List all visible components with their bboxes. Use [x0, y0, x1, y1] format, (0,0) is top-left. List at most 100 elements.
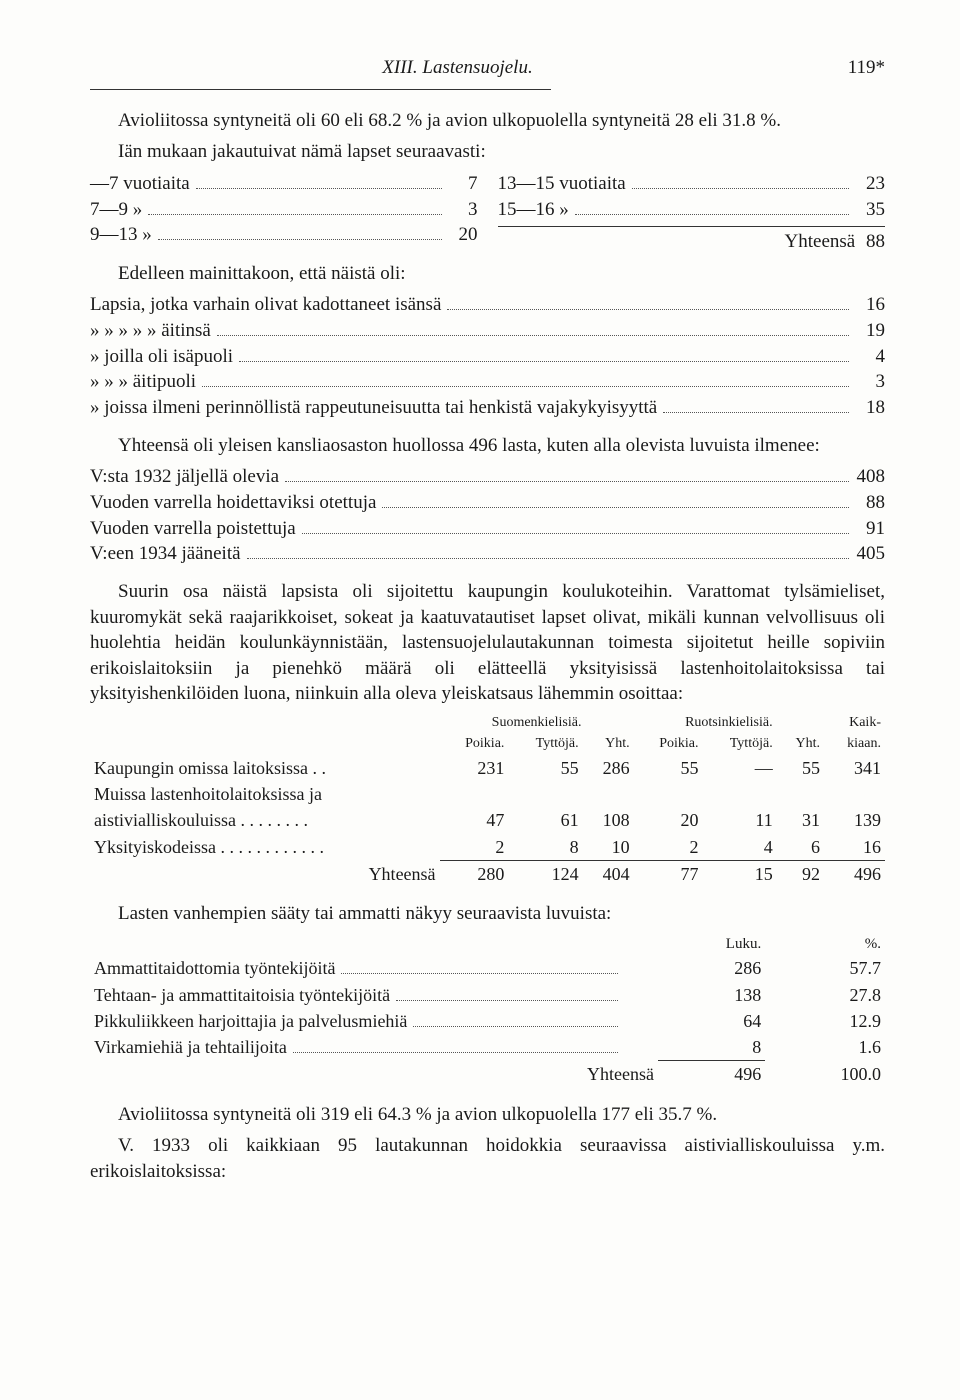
item-label: V:sta 1932 jäljellä olevia	[90, 464, 279, 490]
item-label: 13—15 vuotiaita	[498, 171, 626, 197]
row-label: Virkamiehiä ja tehtailijoita	[90, 1034, 658, 1061]
total-cell: 100.0	[765, 1061, 885, 1088]
table-row: Muissa lastenhoitolaitoksissa ja	[90, 781, 885, 807]
item-value: 408	[855, 464, 885, 490]
leader-dots	[202, 371, 849, 387]
row-label: Pikkuliikkeen harjoittajia ja palvelusmi…	[90, 1008, 658, 1034]
table-row: Ammattitaidottomia työntekijöitä28657.7	[90, 955, 885, 981]
leader-dots	[158, 224, 442, 240]
table-cell: 64	[658, 1008, 765, 1034]
item-label: Ammattitaidottomia työntekijöitä	[94, 956, 335, 980]
table-cell: 20	[634, 807, 703, 833]
table-cell	[440, 781, 509, 807]
total-cell: 124	[508, 861, 582, 888]
leader-dots	[575, 198, 849, 214]
row-label: Ammattitaidottomia työntekijöitä	[90, 955, 658, 981]
table-cell: 27.8	[765, 982, 885, 1008]
total-cell: 15	[702, 861, 776, 888]
item-label: » » » » » äitinsä	[90, 318, 211, 344]
page-number: 119*	[825, 55, 885, 81]
age-distribution: —7 vuotiaita77—9 »39—13 »20 13—15 vuotia…	[90, 171, 885, 255]
table-cell: 138	[658, 982, 765, 1008]
list-item: Virkamiehiä ja tehtailijoita	[94, 1035, 654, 1059]
leader-dots	[196, 173, 442, 189]
list-item: Vuoden varrella hoidettaviksi otettuja88	[90, 490, 885, 516]
table-cell: 341	[824, 755, 885, 781]
table-cell: 57.7	[765, 955, 885, 981]
table-cell: 6	[777, 834, 824, 861]
list-item: Pikkuliikkeen harjoittajia ja palvelusmi…	[94, 1009, 654, 1033]
item-label: V:een 1934 jääneitä	[90, 541, 241, 567]
item-label: 7—9 »	[90, 197, 142, 223]
item-value: 3	[448, 197, 478, 223]
list-item: » » » äitipuoli3	[90, 369, 885, 395]
paragraph-3: Edelleen mainittakoon, että näistä oli:	[90, 261, 885, 287]
leader-dots	[632, 173, 849, 189]
table-cell: 10	[583, 834, 634, 861]
leader-dots	[447, 294, 849, 310]
table-cell: 16	[824, 834, 885, 861]
table-cell	[634, 781, 703, 807]
list-item: » joilla oli isäpuoli 4	[90, 344, 885, 370]
list-item: Vuoden varrella poistettuja91	[90, 516, 885, 542]
header-title: XIII. Lastensuojelu.	[90, 55, 825, 81]
list-item: » » » » » äitinsä19	[90, 318, 885, 344]
table-cell: 11	[702, 807, 776, 833]
leader-dots	[302, 517, 849, 533]
age-right-column: 13—15 vuotiaita2315—16 »35 Yhteensä 88	[498, 171, 886, 255]
total-label: Yhteensä	[90, 861, 440, 888]
item-value: 4	[855, 344, 885, 370]
care-list: V:sta 1932 jäljellä olevia408Vuoden varr…	[90, 464, 885, 567]
item-label: 15—16 »	[498, 197, 569, 223]
item-label: » joilla oli isäpuoli	[90, 344, 233, 370]
row-label: Muissa lastenhoitolaitoksissa ja	[90, 781, 440, 807]
row-label: Yksityiskodeissa . . . . . . . . . . . .	[90, 834, 440, 861]
row-label: Kaupungin omissa laitoksissa . .	[90, 755, 440, 781]
leader-dots	[396, 985, 618, 1000]
item-label: Tehtaan- ja ammattitaitoisia työntekijöi…	[94, 983, 390, 1007]
row-label: Tehtaan- ja ammattitaitoisia työntekijöi…	[90, 982, 658, 1008]
list-item: 13—15 vuotiaita 23	[498, 171, 886, 197]
table-cell: 8	[658, 1034, 765, 1061]
total-cell: 92	[777, 861, 824, 888]
list-item: V:sta 1932 jäljellä olevia 408	[90, 464, 885, 490]
paragraph-2: Iän mukaan jakautuivat nämä lapset seura…	[90, 139, 885, 165]
item-label: Pikkuliikkeen harjoittajia ja palvelusmi…	[94, 1009, 407, 1033]
item-value: 23	[855, 171, 885, 197]
table-cell	[702, 781, 776, 807]
table-row: aistivialliskouluissa . . . . . . . .476…	[90, 807, 885, 833]
item-value: 35	[855, 197, 885, 223]
table-cell: 12.9	[765, 1008, 885, 1034]
list-item: Lapsia, jotka varhain olivat kadottaneet…	[90, 292, 885, 318]
table-cell	[824, 781, 885, 807]
list-item: Ammattitaidottomia työntekijöitä	[94, 956, 654, 980]
occupation-table: Luku.%.Ammattitaidottomia työntekijöitä2…	[90, 933, 885, 1088]
leader-dots	[285, 466, 849, 482]
header-rule	[90, 89, 551, 90]
leader-dots	[293, 1038, 618, 1053]
table-cell: 4	[702, 834, 776, 861]
table-row: Tehtaan- ja ammattitaitoisia työntekijöi…	[90, 982, 885, 1008]
table-cell: 47	[440, 807, 509, 833]
item-value: 16	[855, 292, 885, 318]
table-cell: —	[702, 755, 776, 781]
list-item: » joissa ilmeni perinnöllistä rappeutune…	[90, 395, 885, 421]
table-cell: 2	[634, 834, 703, 861]
item-label: Lapsia, jotka varhain olivat kadottaneet…	[90, 292, 441, 318]
total-cell: 404	[583, 861, 634, 888]
table-cell: 55	[777, 755, 824, 781]
item-label: Virkamiehiä ja tehtailijoita	[94, 1035, 287, 1059]
leader-dots	[239, 346, 849, 362]
item-value: 18	[855, 395, 885, 421]
leader-dots	[217, 320, 849, 336]
leader-dots	[341, 959, 618, 974]
table-cell: 286	[583, 755, 634, 781]
total-cell: 77	[634, 861, 703, 888]
item-value: 88	[855, 490, 885, 516]
list-item: V:een 1934 jääneitä405	[90, 541, 885, 567]
item-label: —7 vuotiaita	[90, 171, 190, 197]
table-cell: 231	[440, 755, 509, 781]
list-item: —7 vuotiaita7	[90, 171, 478, 197]
table-cell: 61	[508, 807, 582, 833]
item-value: 20	[448, 222, 478, 248]
